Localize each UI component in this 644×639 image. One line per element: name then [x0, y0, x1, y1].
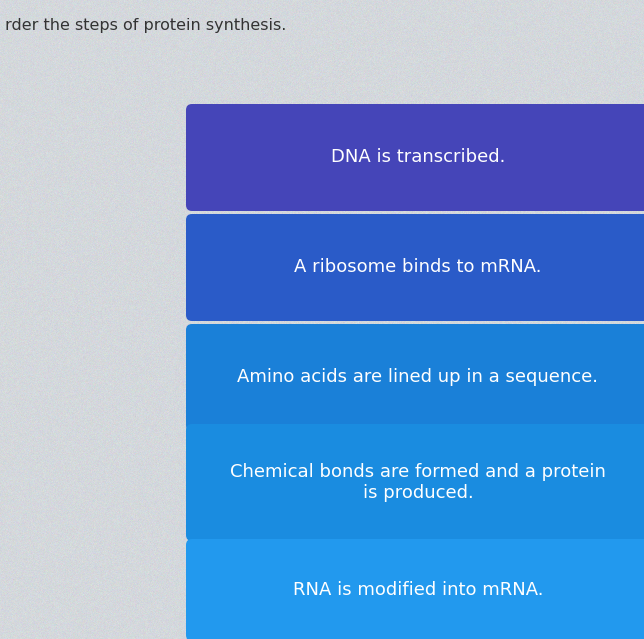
Text: DNA is transcribed.: DNA is transcribed. [331, 148, 505, 167]
FancyBboxPatch shape [186, 539, 644, 639]
FancyBboxPatch shape [186, 424, 644, 541]
FancyBboxPatch shape [186, 214, 644, 321]
Text: A ribosome binds to mRNA.: A ribosome binds to mRNA. [294, 259, 542, 277]
Text: Amino acids are lined up in a sequence.: Amino acids are lined up in a sequence. [238, 369, 598, 387]
Text: Chemical bonds are formed and a protein
is produced.: Chemical bonds are formed and a protein … [230, 463, 606, 502]
FancyBboxPatch shape [186, 104, 644, 211]
Text: rder the steps of protein synthesis.: rder the steps of protein synthesis. [5, 18, 287, 33]
FancyBboxPatch shape [186, 324, 644, 431]
Text: RNA is modified into mRNA.: RNA is modified into mRNA. [293, 581, 544, 599]
